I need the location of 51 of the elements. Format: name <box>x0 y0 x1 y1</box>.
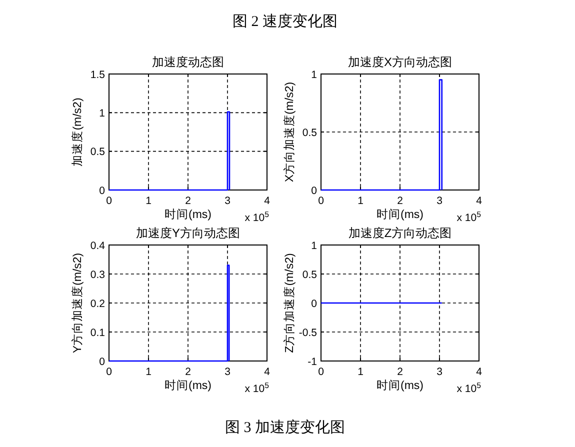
y-tick-label: 0 <box>311 184 318 197</box>
y-tick-label: 0 <box>99 184 106 197</box>
y-tick-label: 1.5 <box>90 68 106 81</box>
x-axis-title: 时间(ms) <box>164 208 212 221</box>
y-axis-title: 加速度(m/s2) <box>70 98 84 166</box>
chart-title: 加速度动态图 <box>152 55 224 69</box>
x-axis-title: 时间(ms) <box>376 379 424 392</box>
y-tick-label: 0.3 <box>90 268 106 281</box>
x-tick-label: 4 <box>476 366 482 378</box>
y-tick-label: 0.5 <box>302 126 318 139</box>
y-tick-label: 0.4 <box>90 240 106 252</box>
y-tick-label: 0.2 <box>90 298 106 310</box>
y-tick-label: 1 <box>311 68 318 81</box>
x-axis-title: 时间(ms) <box>376 208 424 221</box>
x-tick-label: 3 <box>436 366 443 378</box>
caption: 图 3 加速度变化图 <box>225 419 345 436</box>
x-tick-label: 1 <box>358 366 364 378</box>
y-tick-label: 0 <box>311 298 318 310</box>
x-tick-label: 3 <box>224 366 231 378</box>
x-tick-label: 2 <box>185 195 192 207</box>
y-tick-label: 1 <box>99 107 106 120</box>
y-axis-title: Z方向加速度(m/s2) <box>282 253 296 353</box>
y-tick-label: -0.5 <box>298 326 318 339</box>
x-tick-label: 2 <box>397 366 404 378</box>
x-tick-label: 4 <box>264 366 270 378</box>
chart-title: 加速度Y方向动态图 <box>136 226 240 240</box>
chart-title: 加速度Z方向动态图 <box>348 226 452 240</box>
y-tick-label: -1 <box>308 356 318 368</box>
chart-title: 加速度X方向动态图 <box>348 55 452 69</box>
x-tick-label: 1 <box>146 366 152 378</box>
x-tick-label: 2 <box>397 195 404 207</box>
x-tick-label: 1 <box>146 195 152 207</box>
x-tick-label: 3 <box>436 195 443 207</box>
y-tick-label: 1 <box>311 240 318 252</box>
x-tick-label: 3 <box>224 195 231 207</box>
text: x 10$^{5}$ <box>244 380 270 395</box>
text: x 10$^{5}$ <box>456 380 482 395</box>
x-tick-label: 4 <box>476 195 482 207</box>
x-tick-label: 1 <box>358 195 364 207</box>
x-tick-label: 2 <box>185 366 192 378</box>
y-tick-label: 0.1 <box>90 326 106 339</box>
y-axis-title: Y方向加速度(m/s2) <box>70 252 84 354</box>
x-axis-title: 时间(ms) <box>164 379 212 392</box>
text: x 10$^{5}$ <box>456 210 482 224</box>
y-tick-label: 0 <box>99 356 106 368</box>
x-tick-label: 4 <box>264 195 270 207</box>
y-tick-label: 0.5 <box>302 268 318 281</box>
y-axis-title: X方向加速度(m/s2) <box>282 82 296 182</box>
caption: 图 2 速度变化图 <box>232 13 338 30</box>
text: x 10$^{5}$ <box>244 210 270 224</box>
y-tick-label: 0.5 <box>90 146 106 158</box>
